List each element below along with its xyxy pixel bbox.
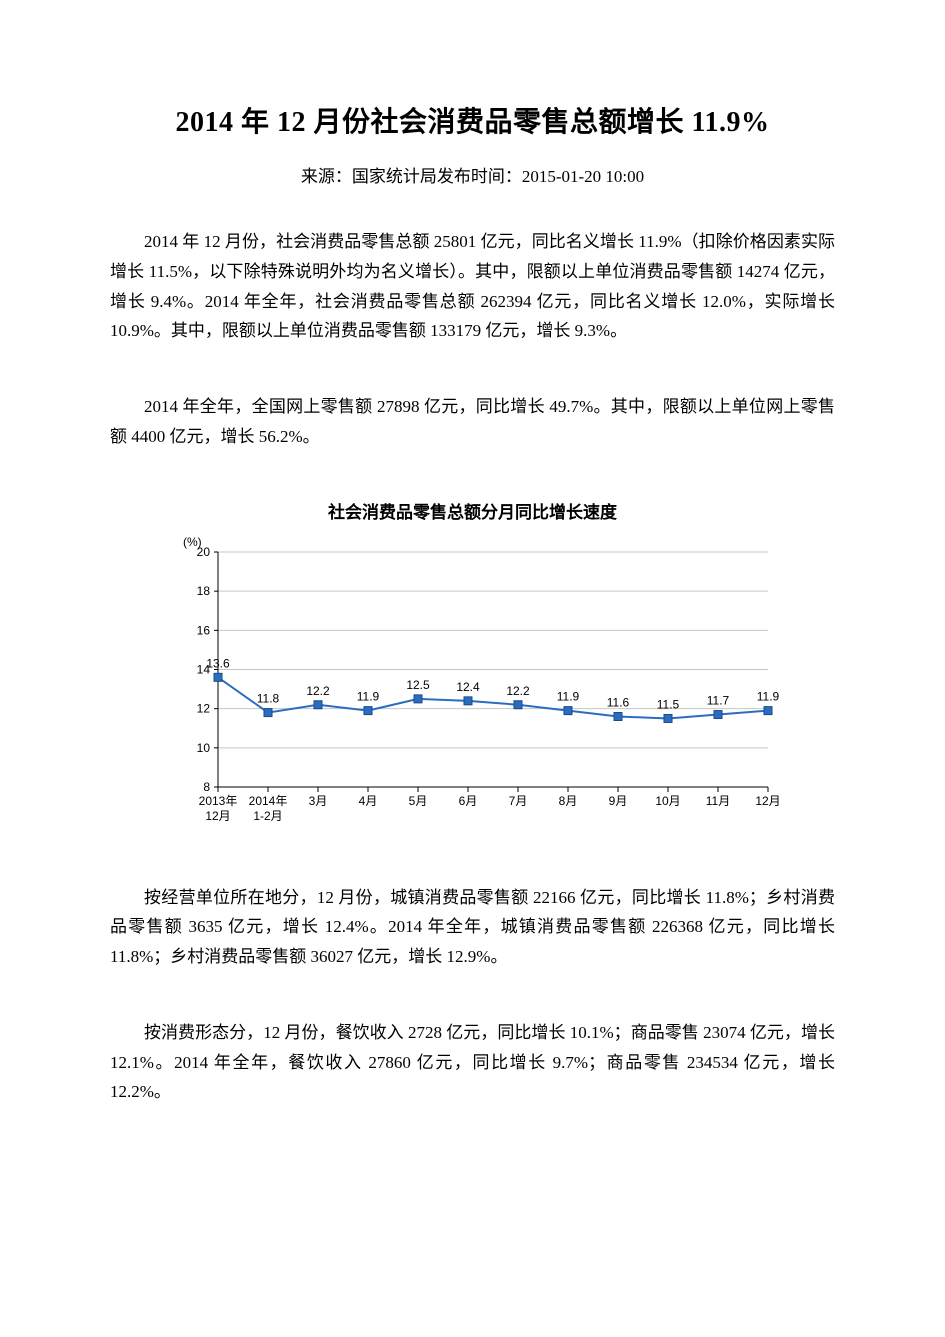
svg-text:12.2: 12.2 (506, 683, 530, 697)
svg-text:7月: 7月 (508, 794, 527, 808)
svg-text:11.7: 11.7 (706, 693, 729, 707)
svg-text:8: 8 (203, 780, 210, 794)
svg-text:10月: 10月 (655, 794, 680, 808)
svg-text:12月: 12月 (205, 809, 230, 823)
chart-title: 社会消费品零售总额分月同比增长速度 (163, 498, 783, 523)
page-title: 2014 年 12 月份社会消费品零售总额增长 11.9% (110, 100, 835, 140)
svg-text:11.8: 11.8 (256, 691, 279, 705)
svg-text:12.2: 12.2 (306, 683, 330, 697)
svg-text:13.6: 13.6 (206, 656, 230, 670)
svg-text:11.9: 11.9 (556, 689, 579, 703)
svg-text:12.5: 12.5 (406, 677, 430, 691)
paragraph-3: 按经营单位所在地分，12 月份，城镇消费品零售额 22166 亿元，同比增长 1… (110, 883, 835, 972)
document-page: 2014 年 12 月份社会消费品零售总额增长 11.9% 来源：国家统计局发布… (0, 0, 945, 1337)
svg-text:11.6: 11.6 (606, 695, 629, 709)
svg-text:5月: 5月 (408, 794, 427, 808)
svg-text:12月: 12月 (755, 794, 780, 808)
svg-text:12: 12 (196, 701, 210, 715)
svg-text:11.9: 11.9 (356, 689, 379, 703)
paragraph-4: 按消费形态分，12 月份，餐饮收入 2728 亿元，同比增长 10.1%；商品零… (110, 1018, 835, 1107)
svg-text:11月: 11月 (705, 794, 729, 808)
svg-text:2013年: 2013年 (198, 794, 237, 808)
chart-svg: (%)81012141618202013年12月2014年1-2月3月4月5月6… (163, 527, 783, 837)
svg-text:1-2月: 1-2月 (253, 809, 282, 823)
svg-text:11.5: 11.5 (656, 697, 679, 711)
source-line: 来源：国家统计局发布时间：2015-01-20 10:00 (110, 162, 835, 187)
svg-text:6月: 6月 (458, 794, 477, 808)
svg-text:4月: 4月 (358, 794, 377, 808)
svg-text:12.4: 12.4 (456, 679, 480, 693)
svg-text:9月: 9月 (608, 794, 627, 808)
svg-text:10: 10 (196, 740, 210, 754)
svg-text:3月: 3月 (308, 794, 327, 808)
svg-text:8月: 8月 (558, 794, 577, 808)
svg-text:20: 20 (196, 545, 210, 559)
growth-chart: 社会消费品零售总额分月同比增长速度 (%)81012141618202013年1… (163, 498, 783, 837)
svg-text:16: 16 (196, 623, 210, 637)
paragraph-2: 2014 年全年，全国网上零售额 27898 亿元，同比增长 49.7%。其中，… (110, 392, 835, 452)
svg-text:18: 18 (196, 584, 210, 598)
svg-text:11.9: 11.9 (756, 689, 779, 703)
paragraph-1: 2014 年 12 月份，社会消费品零售总额 25801 亿元，同比名义增长 1… (110, 227, 835, 346)
svg-text:2014年: 2014年 (248, 794, 287, 808)
